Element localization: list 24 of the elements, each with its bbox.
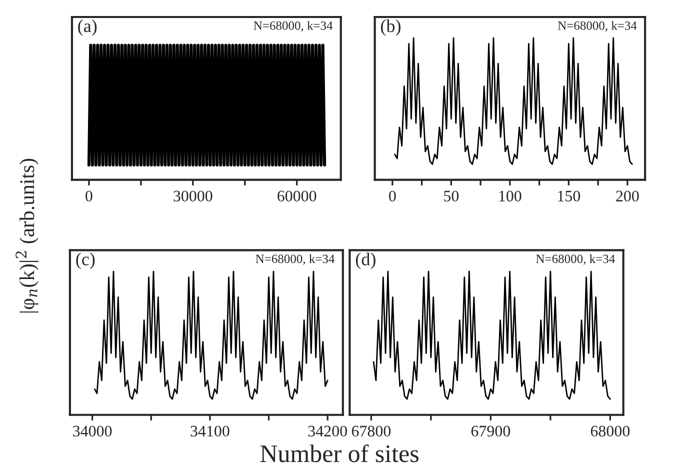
y-axis-title: |φ$_{n}$(k)|$^{2}$ (arb.units) [16, 158, 38, 313]
x-tick-label: 67900 [471, 426, 510, 437]
text: N=68000, k=34 [536, 254, 615, 265]
x-tick-label: 100 [499, 190, 522, 202]
x-tick-label: 0 [389, 190, 396, 202]
text: (d) [356, 252, 376, 270]
x-tick-label: 50 [444, 190, 459, 202]
text: (b) [381, 19, 400, 36]
x-axis-title: Number of sites [260, 444, 418, 462]
x-tick-label: 200 [616, 190, 639, 202]
x-tick-label: 67800 [352, 426, 391, 437]
x-tick-label: 150 [558, 190, 580, 202]
x-tick-label: 30000 [174, 190, 212, 202]
text: (a) [78, 19, 97, 36]
text: N=68000, k=34 [256, 254, 335, 265]
x-tick-label: 34200 [308, 426, 347, 437]
x-tick-label: 34100 [190, 426, 230, 437]
x-tick-label: 60000 [278, 190, 316, 202]
text: N=68000, k=34 [254, 21, 333, 32]
x-tick-label: 68000 [590, 426, 630, 437]
text: (c) [76, 252, 95, 270]
text: N=68000, k=34 [558, 21, 637, 32]
x-tick-label: 0 [86, 190, 92, 202]
x-tick-label: 34000 [73, 426, 112, 437]
